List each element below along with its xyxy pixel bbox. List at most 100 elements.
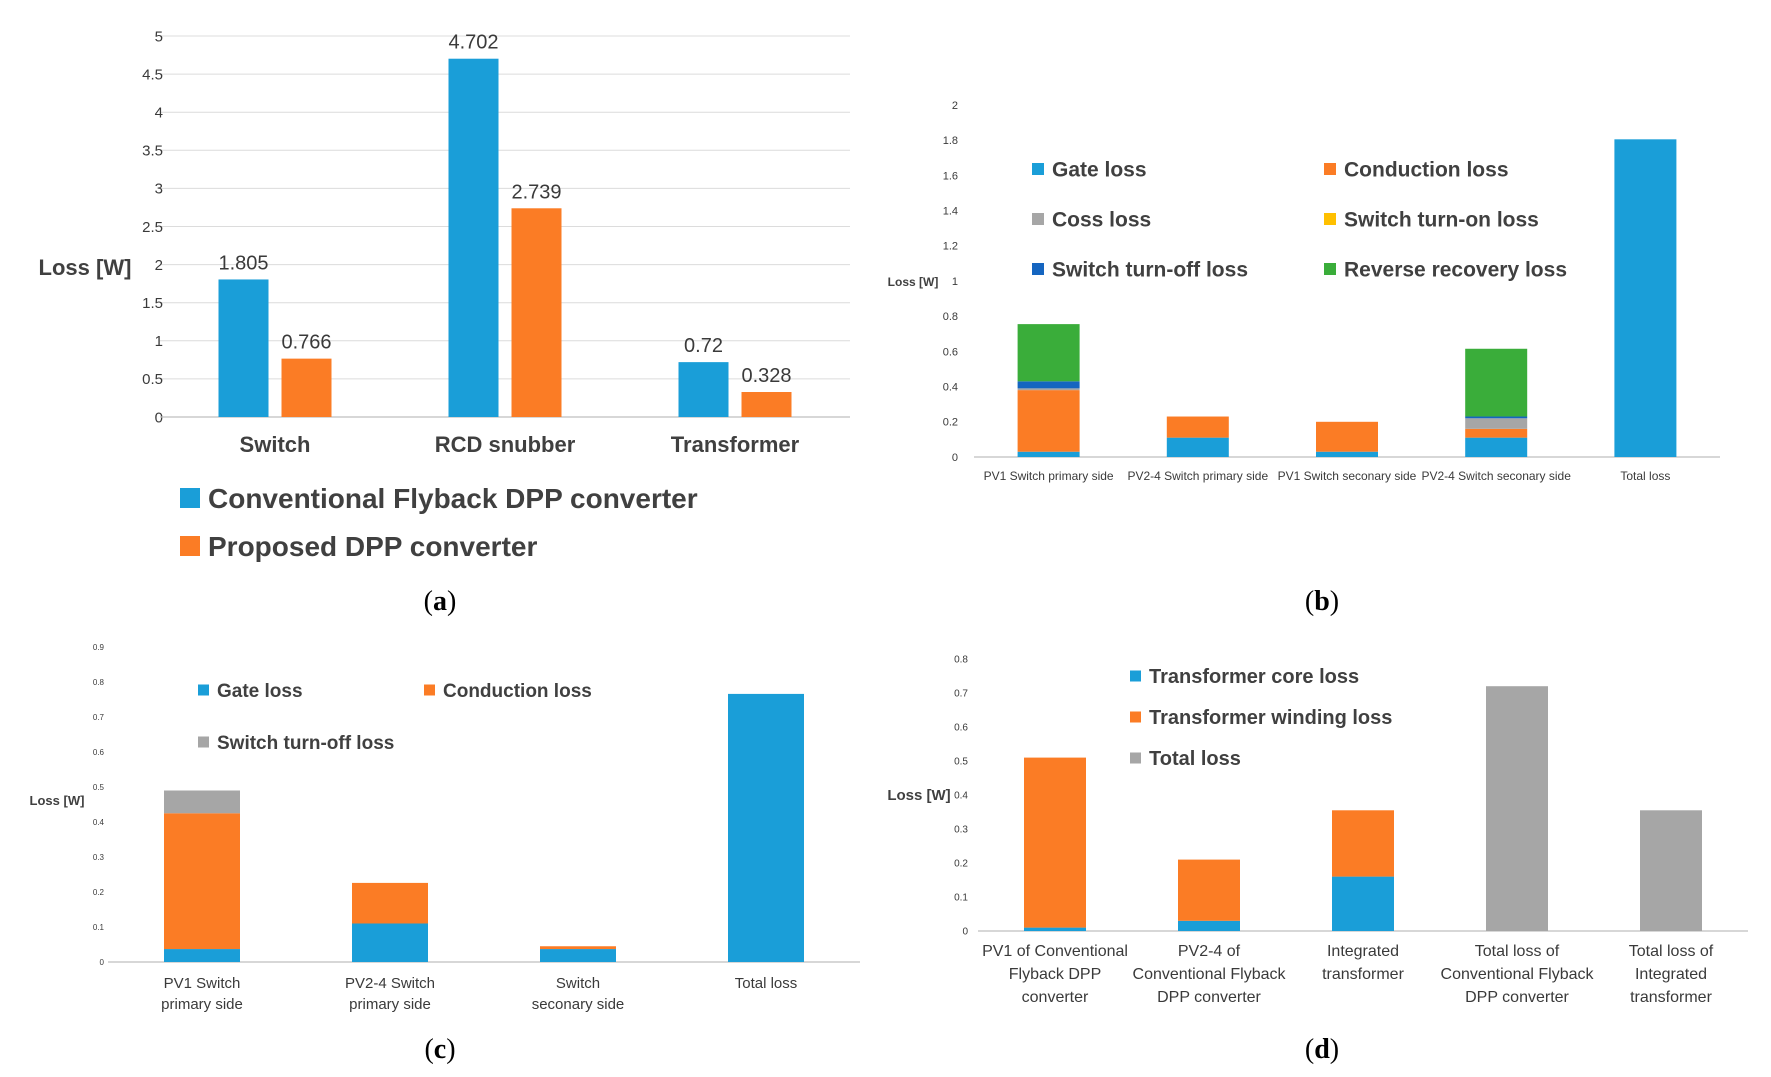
y-tick-label: 3 xyxy=(155,181,163,198)
x-tick-label-line: PV1 Switch xyxy=(164,975,241,992)
bar-b-0-3 xyxy=(1465,437,1528,457)
x-tick-label: RCD snubber xyxy=(435,432,576,457)
y-tick-label: 0.4 xyxy=(943,381,958,393)
x-tick-label-line: Total loss of xyxy=(1629,943,1714,960)
data-label: 0.766 xyxy=(281,332,331,354)
bar-a-1-2 xyxy=(741,392,792,417)
caption-open: ( xyxy=(424,586,433,617)
y-tick-label: 0.9 xyxy=(93,643,105,652)
chart-b: 0 0.2 0.4 0.6 0.8 1 1.2 1.4 1.6 1.8 2 Loss [W] PV1 S… xyxy=(888,100,1720,483)
y-tick-label: 0.2 xyxy=(93,888,105,897)
y-tick-label: 2.5 xyxy=(142,219,163,236)
x-tick-label: PV1 Switch primary side xyxy=(984,469,1114,483)
x-tick-label: PV2-4 Switch primary side xyxy=(345,975,435,1013)
x-tick-label-line: PV2-4 Switch xyxy=(345,975,435,992)
data-label: 0.328 xyxy=(741,365,791,387)
x-tick-label: PV2-4 of Conventional Flyback DPP converte… xyxy=(1133,943,1287,1006)
x-tick-label: PV1 Switch seconary side xyxy=(1278,469,1417,483)
x-tick-label-line: Integrated xyxy=(1635,966,1707,983)
y-tick-label: 1.8 xyxy=(943,135,958,147)
y-tick-label: 0.5 xyxy=(142,371,163,388)
x-tick-label: PV1 of Conventional Flyback DPP converter xyxy=(982,943,1128,1006)
legend-label: Transformer core loss xyxy=(1149,666,1359,688)
caption-close: ) xyxy=(447,586,456,617)
y-tick-label: 1.2 xyxy=(943,241,958,253)
legend-label: Gate loss xyxy=(1052,159,1147,182)
legend-label: Transformer winding loss xyxy=(1149,707,1392,729)
bar-c-0-1 xyxy=(352,923,428,962)
legend-swatch xyxy=(1032,213,1044,225)
data-label: 1.805 xyxy=(218,252,268,274)
legend-label: Conduction loss xyxy=(1344,159,1509,182)
x-tick-label-line: transformer xyxy=(1322,966,1404,983)
legend-d: Transformer core loss Transformer winding… xyxy=(1130,666,1392,770)
y-tick-label: 1.5 xyxy=(142,295,163,312)
bar-d-0-0 xyxy=(1024,927,1086,931)
bar-a-0-2 xyxy=(678,362,729,417)
y-tick-label: 0.8 xyxy=(943,311,958,323)
x-tick-label: PV1 Switch primary side xyxy=(161,975,243,1013)
legend-swatch xyxy=(198,736,209,748)
bar-b-0-0 xyxy=(1017,451,1080,457)
y-tick-label: 0.6 xyxy=(954,723,968,734)
bar-a-0-1 xyxy=(448,58,499,417)
y-tick-label: 0.5 xyxy=(954,757,968,768)
bar-b-0-1 xyxy=(1166,437,1229,457)
caption-open: ( xyxy=(1305,586,1314,617)
legend-swatch xyxy=(180,536,200,556)
y-tick-label: 0.6 xyxy=(93,748,105,757)
y-tick-label: 3.5 xyxy=(142,143,163,160)
bar-c-0-2 xyxy=(540,949,616,962)
x-tick-label-line: Flyback DPP xyxy=(1009,966,1101,983)
y-tick-label: 0.3 xyxy=(93,853,105,862)
bar-b-4-0 xyxy=(1017,381,1080,389)
legend-label: Switch turn-off loss xyxy=(217,733,394,754)
bar-d-2-4 xyxy=(1640,810,1702,931)
y-axis-label: Loss [W] xyxy=(888,275,939,289)
chart-a: 0 0.5 1 1.5 2 2.5 3 3.5 4 4.5 5 Loss [W] 1.805 0.766 4… xyxy=(39,28,850,562)
y-tick-label: 1 xyxy=(952,276,958,288)
x-tick-label-line: PV2-4 of xyxy=(1178,943,1241,960)
legend-label: Coss loss xyxy=(1052,209,1151,232)
y-tick-label: 4.5 xyxy=(142,66,163,83)
y-tick-label: 0 xyxy=(962,927,968,938)
legend-swatch xyxy=(198,684,209,696)
legend-label: Switch turn-on loss xyxy=(1344,209,1539,232)
x-tick-label-line: Switch xyxy=(556,975,600,992)
legend-swatch xyxy=(1324,163,1336,175)
y-tick-label: 2 xyxy=(952,100,958,112)
x-tick-label-line: Integrated xyxy=(1327,943,1399,960)
x-tick-label: PV2-4 Switch seconary side xyxy=(1421,469,1571,483)
bar-a-1-1 xyxy=(511,208,562,417)
bar-a-1-0 xyxy=(281,358,332,417)
legend-a: Conventional Flyback DPP converter Propos… xyxy=(180,483,698,562)
x-tick-label: Integrated transformer xyxy=(1322,943,1404,983)
panel-caption: (d) xyxy=(1305,1034,1339,1065)
legend-label: Reverse recovery loss xyxy=(1344,259,1567,282)
x-tick-label-line: transformer xyxy=(1630,989,1712,1006)
data-label: 0.72 xyxy=(684,335,723,357)
legend-label: Total loss xyxy=(1149,748,1241,770)
bar-d-2-3 xyxy=(1486,686,1548,931)
bar-b-2-3 xyxy=(1465,418,1528,429)
bar-c-2-0 xyxy=(164,790,240,814)
x-tick-label-line: primary side xyxy=(161,996,243,1013)
panel-caption: (a) xyxy=(424,586,457,617)
bar-c-0-3 xyxy=(728,693,804,962)
y-tick-label: 5 xyxy=(155,28,163,45)
data-label: 2.739 xyxy=(511,181,561,203)
y-tick-label: 4 xyxy=(155,104,163,121)
x-tick-label-line: DPP converter xyxy=(1465,989,1569,1006)
x-tick-label-line: Conventional Flyback xyxy=(1441,966,1595,983)
y-tick-label: 0 xyxy=(100,958,105,967)
x-tick-label: Total loss xyxy=(735,975,798,992)
data-label: 4.702 xyxy=(448,32,498,54)
chart-c: 0 0.1 0.2 0.3 0.4 0.5 0.6 0.7 0.8 0.9 Loss [W] PV1 … xyxy=(30,643,860,1013)
legend-swatch xyxy=(1032,163,1044,175)
x-tick-label: Total loss xyxy=(1620,469,1670,483)
bar-d-1-1 xyxy=(1178,859,1240,921)
panel-caption: (c) xyxy=(424,1034,455,1065)
bar-c-1-1 xyxy=(352,882,428,924)
y-tick-label: 0.5 xyxy=(93,783,105,792)
